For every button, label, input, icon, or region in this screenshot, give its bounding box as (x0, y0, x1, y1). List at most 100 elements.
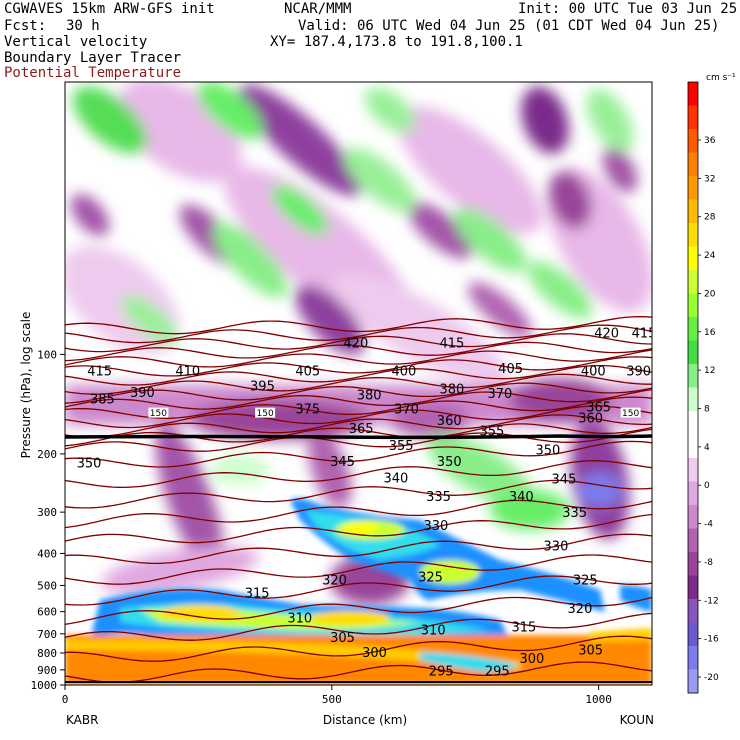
theta-label: 295 (429, 665, 454, 680)
colorbar-frame (687, 81, 699, 694)
x-tick-label: 500 (322, 693, 342, 706)
colorbar-swatch (688, 434, 698, 459)
plume-blob (420, 560, 480, 584)
theta-contour-line (65, 373, 652, 395)
theta-contour-line (65, 388, 652, 410)
org-label: NCAR/MMM (284, 1, 352, 17)
tropopause-label: 150 (257, 409, 274, 419)
theta-label: 360 (437, 414, 462, 429)
vv-blob (407, 201, 473, 259)
colorbar-swatch (688, 364, 698, 388)
x-axis-label: Distance (km) (323, 713, 407, 727)
vv-blob (332, 273, 508, 387)
theta-label: 415 (87, 365, 112, 380)
tropopause-label: 150 (622, 409, 639, 419)
theta-label-group: 420 415 420 415 415 410 405 400 405 400 390 395 390 3… (77, 327, 657, 680)
tropopause-label-group: 150 150 150 (148, 407, 641, 419)
colorbar-label: 20 (704, 289, 716, 299)
plume-blob (342, 522, 378, 534)
field-potential-temperature: Potential Temperature (4, 65, 182, 81)
plot-frame (64, 81, 653, 686)
vv-blob (197, 82, 263, 140)
theta-label: 380 (357, 388, 382, 403)
theta-label: 365 (349, 422, 374, 437)
vv-blob (490, 490, 570, 530)
theta-label: 415 (632, 327, 657, 342)
y-tick-label: 100 (37, 348, 57, 361)
vv-blob (364, 87, 416, 133)
theta-label: 415 (439, 336, 464, 351)
theta-label: 390 (626, 365, 651, 380)
theta-label: 335 (426, 490, 451, 505)
y-tick-label: 300 (37, 506, 57, 519)
y-tick-label: 200 (37, 448, 57, 461)
colorbar-label: 16 (704, 328, 716, 338)
theta-contour-line (65, 315, 652, 335)
vv-blob (521, 86, 569, 154)
y-axis: 100 200 300 400 500 600 700 800 900 1000 (31, 348, 65, 692)
colorbar-swatch (688, 82, 698, 106)
vv-blob (390, 402, 470, 438)
colorbar-swatch (688, 669, 698, 694)
y-tick-label: 500 (37, 579, 57, 592)
plume-blob (590, 628, 652, 642)
theta-label: 385 (90, 393, 115, 408)
vv-blob (155, 424, 225, 576)
colorbar-label: 28 (704, 213, 716, 223)
colorbar-swatch (688, 293, 698, 318)
theta-label: 295 (485, 665, 510, 680)
theta-label: 315 (245, 586, 270, 601)
y-tick-label: 800 (37, 647, 57, 660)
theta-contour-line (65, 333, 652, 353)
theta-contour-line (65, 596, 652, 625)
theta-label: 355 (389, 439, 414, 454)
theta-contour-line (65, 382, 652, 404)
colorbar-label: 8 (704, 405, 710, 415)
theta-contour-line (65, 575, 652, 606)
colorbar-swatch (688, 622, 698, 647)
vv-blob (453, 207, 527, 273)
plume-blob (310, 611, 390, 625)
vv-blob (70, 193, 110, 237)
y-tick-label: 700 (37, 628, 57, 641)
tropopause-label-bg (148, 407, 169, 418)
vv-blob (121, 295, 179, 345)
theta-label: 420 (343, 336, 368, 351)
theta-label: 310 (287, 612, 312, 627)
vv-blob (308, 431, 352, 509)
colorbar-swatch (688, 129, 698, 153)
theta-contour-line (65, 349, 652, 368)
theta-label: 340 (509, 490, 534, 505)
theta-label: 360 (578, 411, 603, 426)
colorbar-swatch (688, 152, 698, 177)
theta-contour-line (65, 428, 652, 452)
colorbar-swatch (688, 223, 698, 247)
tropopause-label: 150 (150, 409, 167, 419)
theta-label: 345 (552, 472, 577, 487)
tropopause-label-bg (620, 407, 641, 418)
field-vertical-velocity: Vertical velocity (4, 34, 148, 50)
colorbar-swatch (688, 505, 698, 529)
xy-coordinates: XY= 187.4,173.8 to 191.8,100.1 (270, 34, 523, 50)
theta-label: 300 (362, 646, 387, 661)
theta-label: 345 (330, 455, 355, 470)
colorbar: 36 32 28 24 20 16 12 8 4 0 -4 -8 -12 -16 -20 (687, 81, 719, 694)
theta-label: 370 (394, 403, 419, 418)
colorbar-swatch (688, 317, 698, 341)
colorbar-swatch (688, 387, 698, 412)
fcst-label: Fcst: (4, 18, 47, 34)
vv-blob (586, 88, 634, 152)
plot-area: 420 415 420 415 415 410 405 400 405 400 390 395 390 3… (65, 82, 657, 685)
theta-label: 305 (330, 631, 355, 646)
x-axis: 0 500 1000 (62, 685, 612, 706)
colorbar-swatch (688, 105, 698, 130)
plume-blob (420, 652, 520, 672)
theta-label: 310 (421, 624, 446, 639)
theta-contour-line (65, 364, 652, 386)
theta-label: 325 (573, 574, 598, 589)
theta-contour-line (65, 635, 652, 662)
theta-label: 330 (544, 539, 569, 554)
theta-contour-line (65, 414, 652, 438)
colorbar-swatch (688, 646, 698, 670)
